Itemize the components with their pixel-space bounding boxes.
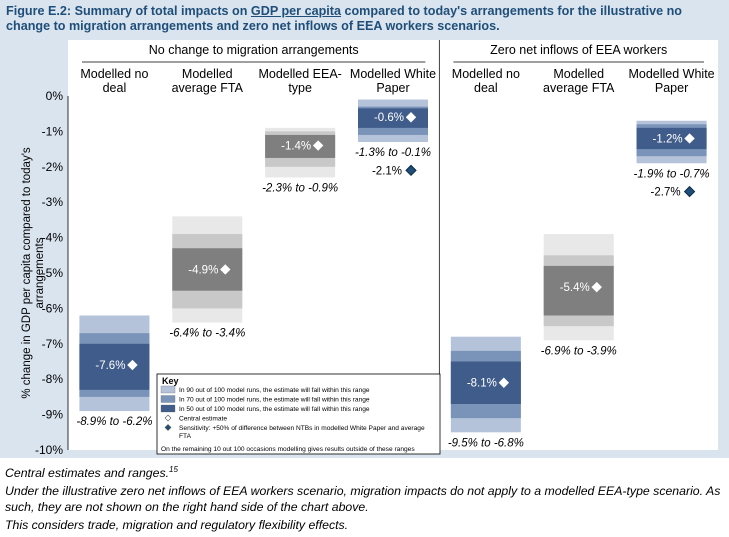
- range-label: -8.9% to -6.2%: [76, 416, 152, 428]
- range-label: -9.5% to -6.8%: [448, 437, 524, 449]
- range-label: -6.9% to -3.9%: [541, 345, 617, 357]
- y-tick-label: -3%: [42, 195, 64, 209]
- group-label-1: Zero net inflows of EEA workers: [490, 43, 667, 57]
- range-50-bar: [543, 265, 614, 316]
- range-label: -6.4% to -3.4%: [169, 328, 245, 340]
- range-50-bar: [450, 361, 521, 404]
- note-3: This considers trade, migration and regu…: [5, 518, 349, 533]
- header-area: [68, 40, 718, 96]
- category-label: Modelled EEA-type: [258, 67, 341, 95]
- category-label: Modelled average FTA: [543, 67, 615, 95]
- central-estimate-marker: [127, 359, 138, 371]
- central-estimate-marker: [312, 140, 324, 151]
- category-label: Modelled no deal: [452, 67, 520, 95]
- y-tick-label: -7%: [42, 337, 64, 351]
- legend-marker: [164, 424, 172, 431]
- central-estimate-label: -5.4%: [560, 282, 590, 294]
- central-estimate-label: -4.9%: [188, 264, 218, 276]
- central-estimate-marker: [684, 133, 695, 144]
- figure-title: Figure E.2: Summary of total impacts on …: [6, 4, 682, 33]
- y-tick-label: -2%: [42, 160, 64, 174]
- category-label: Modelled average FTA: [172, 67, 244, 95]
- central-estimate-label: -1.4%: [281, 141, 311, 153]
- central-estimate-marker: [220, 264, 231, 275]
- range-label: -2.3% to -0.9%: [262, 182, 338, 194]
- legend-frame: [156, 373, 441, 455]
- note-1: Central estimates and ranges.15: [5, 465, 178, 481]
- legend-item-text: In 90 out of 100 model runs, the estimat…: [179, 387, 370, 394]
- category-label: Modelled White Paper: [628, 67, 714, 95]
- category-label: Modelled White Paper: [350, 67, 436, 95]
- legend-item-text: Sensitivity: +50% of difference between …: [179, 425, 425, 440]
- sensitivity-marker: [405, 164, 417, 177]
- legend-item-text: In 50 out of 100 model runs, the estimat…: [179, 406, 370, 413]
- sensitivity-label: -2.7%: [651, 187, 681, 199]
- legend-swatch: [160, 385, 176, 394]
- y-tick-label: -8%: [42, 372, 64, 386]
- range-label: -1.9% to -0.7%: [634, 168, 710, 180]
- legend-title: Key: [162, 376, 179, 386]
- title-underlined: GDP per capita: [250, 4, 341, 18]
- central-estimate-marker: [405, 112, 417, 123]
- range-50-bar: [79, 343, 150, 390]
- impact-chart: No change to migration arrangements Zero …: [21, 40, 718, 457]
- range-50-bar: [172, 248, 243, 291]
- note-2: Under the illustrative zero net inflows …: [5, 484, 721, 515]
- y-tick-label: -5%: [42, 266, 64, 280]
- y-tick-label: -10%: [35, 443, 63, 457]
- central-estimate-label: -7.6%: [95, 360, 125, 372]
- range-50-bar: [265, 134, 336, 158]
- central-estimate-label: -1.2%: [653, 133, 683, 145]
- y-tick-label: -4%: [42, 231, 64, 245]
- category-label: Modelled no deal: [80, 67, 148, 95]
- central-estimate-label: -0.6%: [374, 112, 404, 124]
- legend-item-text: Central estimate: [179, 416, 227, 423]
- sensitivity-label: -2.1%: [372, 165, 402, 177]
- figure-notes: Central estimates and ranges.15 Under th…: [5, 462, 725, 535]
- legend-swatch: [160, 395, 176, 403]
- legend-marker: [164, 414, 172, 422]
- central-estimate-label: -8.1%: [467, 378, 497, 390]
- range-label: -1.3% to -0.1%: [355, 147, 431, 159]
- central-estimate-marker: [498, 377, 510, 388]
- range-50-bar: [636, 127, 707, 150]
- y-tick-label: 0%: [46, 89, 64, 103]
- group-label-0: No change to migration arrangements: [149, 43, 359, 57]
- y-tick-label: -1%: [42, 124, 64, 138]
- sensitivity-marker: [683, 185, 696, 198]
- legend-footer: On the remaining 10 out 100 occasions mo…: [161, 446, 415, 453]
- legend-swatch: [160, 404, 176, 413]
- y-tick-label: -6%: [42, 301, 64, 315]
- legend-item-text: In 70 out of 100 model runs, the estimat…: [179, 397, 370, 404]
- central-estimate-marker: [591, 281, 602, 293]
- y-axis-title: % change in GDP per capita compared to t…: [21, 147, 46, 399]
- y-tick-label: -9%: [42, 408, 64, 422]
